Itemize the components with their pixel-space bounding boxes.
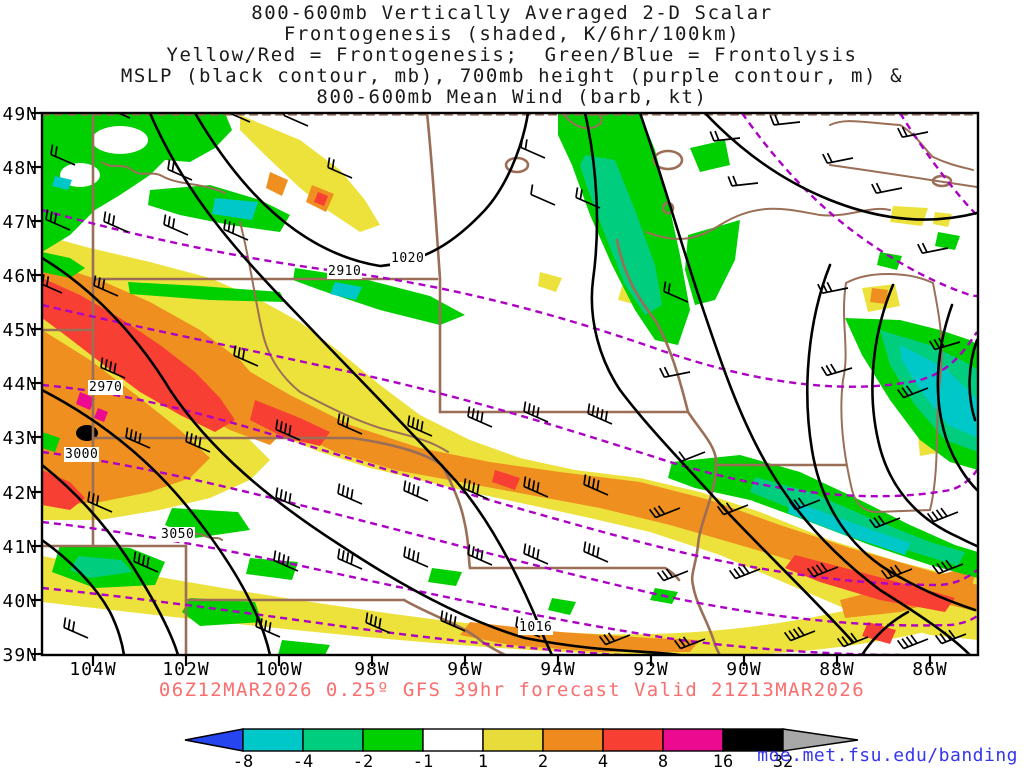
lon-label: 104W: [69, 659, 117, 680]
height-contour-label: 3050: [160, 527, 196, 542]
colorbar-tick: 8: [657, 752, 669, 768]
lon-label: 100W: [255, 659, 303, 680]
height-contour-label: 2970: [88, 380, 124, 395]
forecast-caption: 06Z12MAR2026 0.25º GFS 39hr forecast Val…: [158, 679, 866, 701]
lat-label: 48N: [2, 158, 38, 179]
colorbar-tick: 32: [772, 752, 794, 768]
title-line-5: 800-600mb Mean Wind (barb, kt): [316, 86, 708, 108]
lat-label: 42N: [2, 483, 38, 504]
colorbar-left-arrow: [184, 728, 244, 752]
colorbar-tick: 1: [477, 752, 489, 768]
wind-barbs-layer: [42, 113, 967, 650]
lat-label: 47N: [2, 212, 38, 233]
lat-label: 49N: [2, 104, 38, 125]
lon-label: 92W: [633, 659, 669, 680]
title-line-1: 800-600mb Vertically Averaged 2-D Scalar: [251, 2, 773, 24]
mslp-contour-label: 1016: [518, 620, 554, 635]
height-contour-label: 3000: [64, 447, 100, 462]
lon-label: 102W: [162, 659, 210, 680]
height-contours-700mb: [42, 113, 978, 655]
title-line-3: Yellow/Red = Frontogenesis; Green/Blue =…: [166, 44, 858, 66]
lat-label: 44N: [2, 374, 38, 395]
colorbar-tick: 16: [712, 752, 734, 768]
lon-label: 86W: [912, 659, 948, 680]
colorbar-tick: -2: [352, 752, 374, 768]
lat-label: 39N: [2, 645, 38, 666]
title-line-2: Frontogenesis (shaded, K/6hr/100km): [283, 23, 741, 45]
lon-label: 96W: [447, 659, 483, 680]
state-borders-and-rivers: [42, 113, 978, 655]
colorbar: [184, 728, 859, 752]
colorbar-tick: -1: [412, 752, 434, 768]
lat-label: 45N: [2, 320, 38, 341]
lon-label: 94W: [540, 659, 576, 680]
mslp-contours: [42, 113, 978, 655]
mslp-contour-label: 1020: [390, 251, 426, 266]
title-line-4: MSLP (black contour, mb), 700mb height (…: [120, 65, 904, 87]
lon-label: 98W: [354, 659, 390, 680]
lat-label: 41N: [2, 537, 38, 558]
colorbar-right-arrow: [782, 728, 859, 752]
height-contour-label: 2910: [327, 264, 363, 279]
colorbar-tick: 4: [597, 752, 609, 768]
colorbar-tick: 2: [537, 752, 549, 768]
lat-label: 40N: [2, 591, 38, 612]
frontogenesis-shading-layer: [42, 113, 978, 655]
map-frame: [31, 111, 980, 666]
lon-label: 90W: [726, 659, 762, 680]
source-link[interactable]: moe.met.fsu.edu/banding: [757, 745, 1018, 766]
lon-label: 88W: [819, 659, 855, 680]
colorbar-tick: -8: [232, 752, 254, 768]
lat-label: 43N: [2, 428, 38, 449]
colorbar-tick: -4: [292, 752, 314, 768]
lat-label: 46N: [2, 266, 38, 287]
